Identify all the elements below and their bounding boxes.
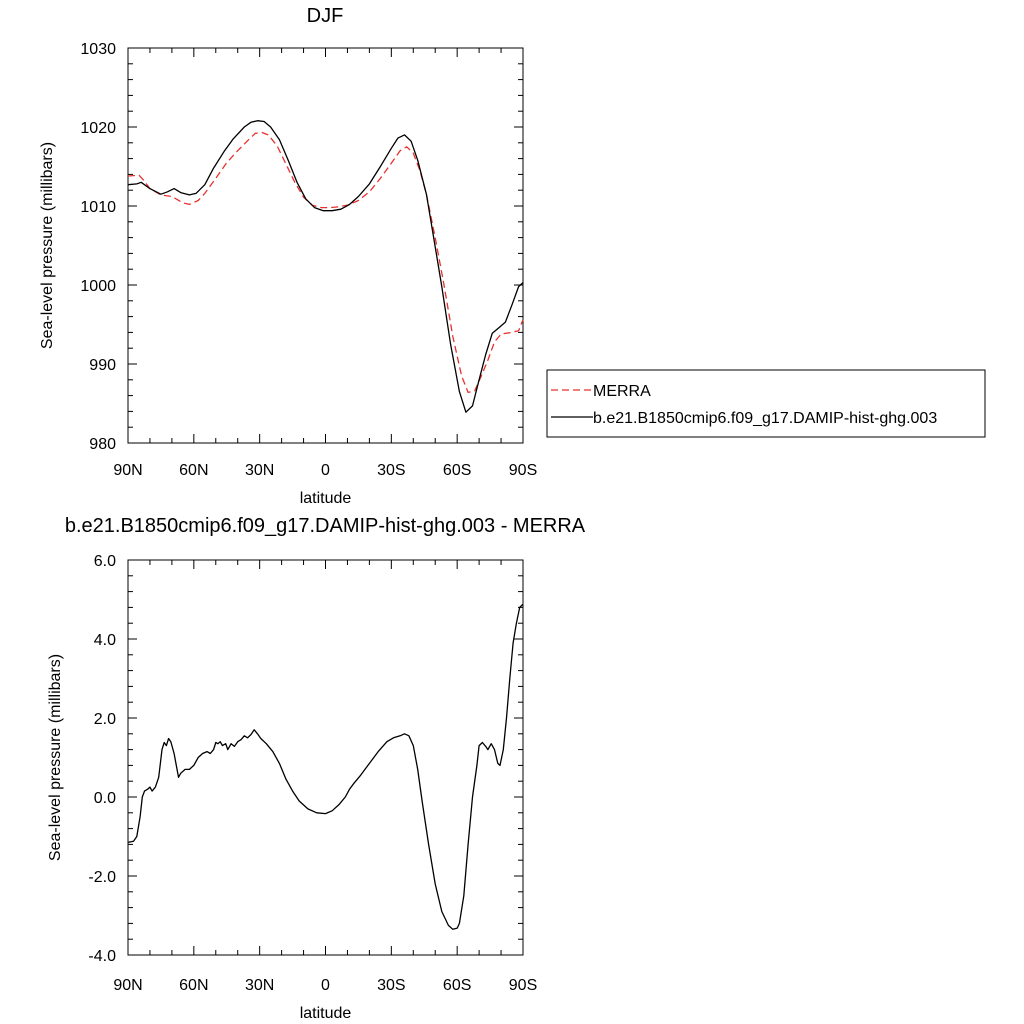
legend-entry: b.e21.B1850cmip6.f09_g17.DAMIP-hist-ghg.…	[593, 410, 937, 427]
y-axis-label: Sea-level pressure (millibars)	[47, 654, 64, 861]
x-tick-label: 90N	[113, 977, 142, 994]
series-line-model	[127, 120, 524, 413]
y-axis-label: Sea-level pressure (millibars)	[39, 142, 56, 349]
x-tick-label: 60N	[179, 977, 208, 994]
x-axis-label: latitude	[300, 490, 352, 507]
chart-title: DJF	[307, 5, 344, 27]
plot-frame	[127, 47, 524, 444]
x-tick-label: 60S	[443, 462, 471, 479]
y-tick-label: 1000	[80, 278, 116, 295]
x-tick-label: 30N	[245, 977, 274, 994]
x-tick-label: 30S	[377, 977, 405, 994]
x-tick-label: 30S	[377, 462, 405, 479]
series-line-merra	[127, 131, 524, 394]
y-tick-label: 6.0	[94, 553, 116, 570]
series-line-difference	[127, 603, 524, 930]
legend-box	[546, 369, 986, 438]
x-tick-label: 90N	[113, 462, 142, 479]
legend-entry: MERRA	[593, 383, 651, 400]
y-tick-label: 990	[89, 357, 116, 374]
x-axis-label: latitude	[300, 1005, 352, 1022]
y-tick-label: 1020	[80, 120, 116, 137]
x-tick-label: 90S	[509, 977, 537, 994]
x-tick-label: 0	[321, 462, 330, 479]
x-tick-label: 90S	[509, 462, 537, 479]
y-tick-label: 1010	[80, 199, 116, 216]
y-tick-label: -4.0	[88, 948, 116, 965]
y-tick-label: 1030	[80, 41, 116, 58]
y-tick-label: 2.0	[94, 711, 116, 728]
chart-panel-1: DJF 980 990 1000 1010 1020 1030 90N 60N 30N 0 30S 60…	[39, 5, 986, 507]
chart-panel-2: b.e21.B1850cmip6.f09_g17.DAMIP-hist-ghg.…	[47, 515, 586, 1022]
x-tick-label: 60N	[179, 462, 208, 479]
chart-title: b.e21.B1850cmip6.f09_g17.DAMIP-hist-ghg.…	[65, 515, 586, 537]
y-tick-label: 980	[89, 436, 116, 453]
x-tick-label: 60S	[443, 977, 471, 994]
x-tick-label: 0	[321, 977, 330, 994]
x-tick-label: 30N	[245, 462, 274, 479]
y-tick-label: -2.0	[88, 869, 116, 886]
legend: MERRA b.e21.B1850cmip6.f09_g17.DAMIP-hist…	[546, 369, 986, 438]
y-tick-label: 0.0	[94, 790, 116, 807]
y-tick-label: 4.0	[94, 632, 116, 649]
